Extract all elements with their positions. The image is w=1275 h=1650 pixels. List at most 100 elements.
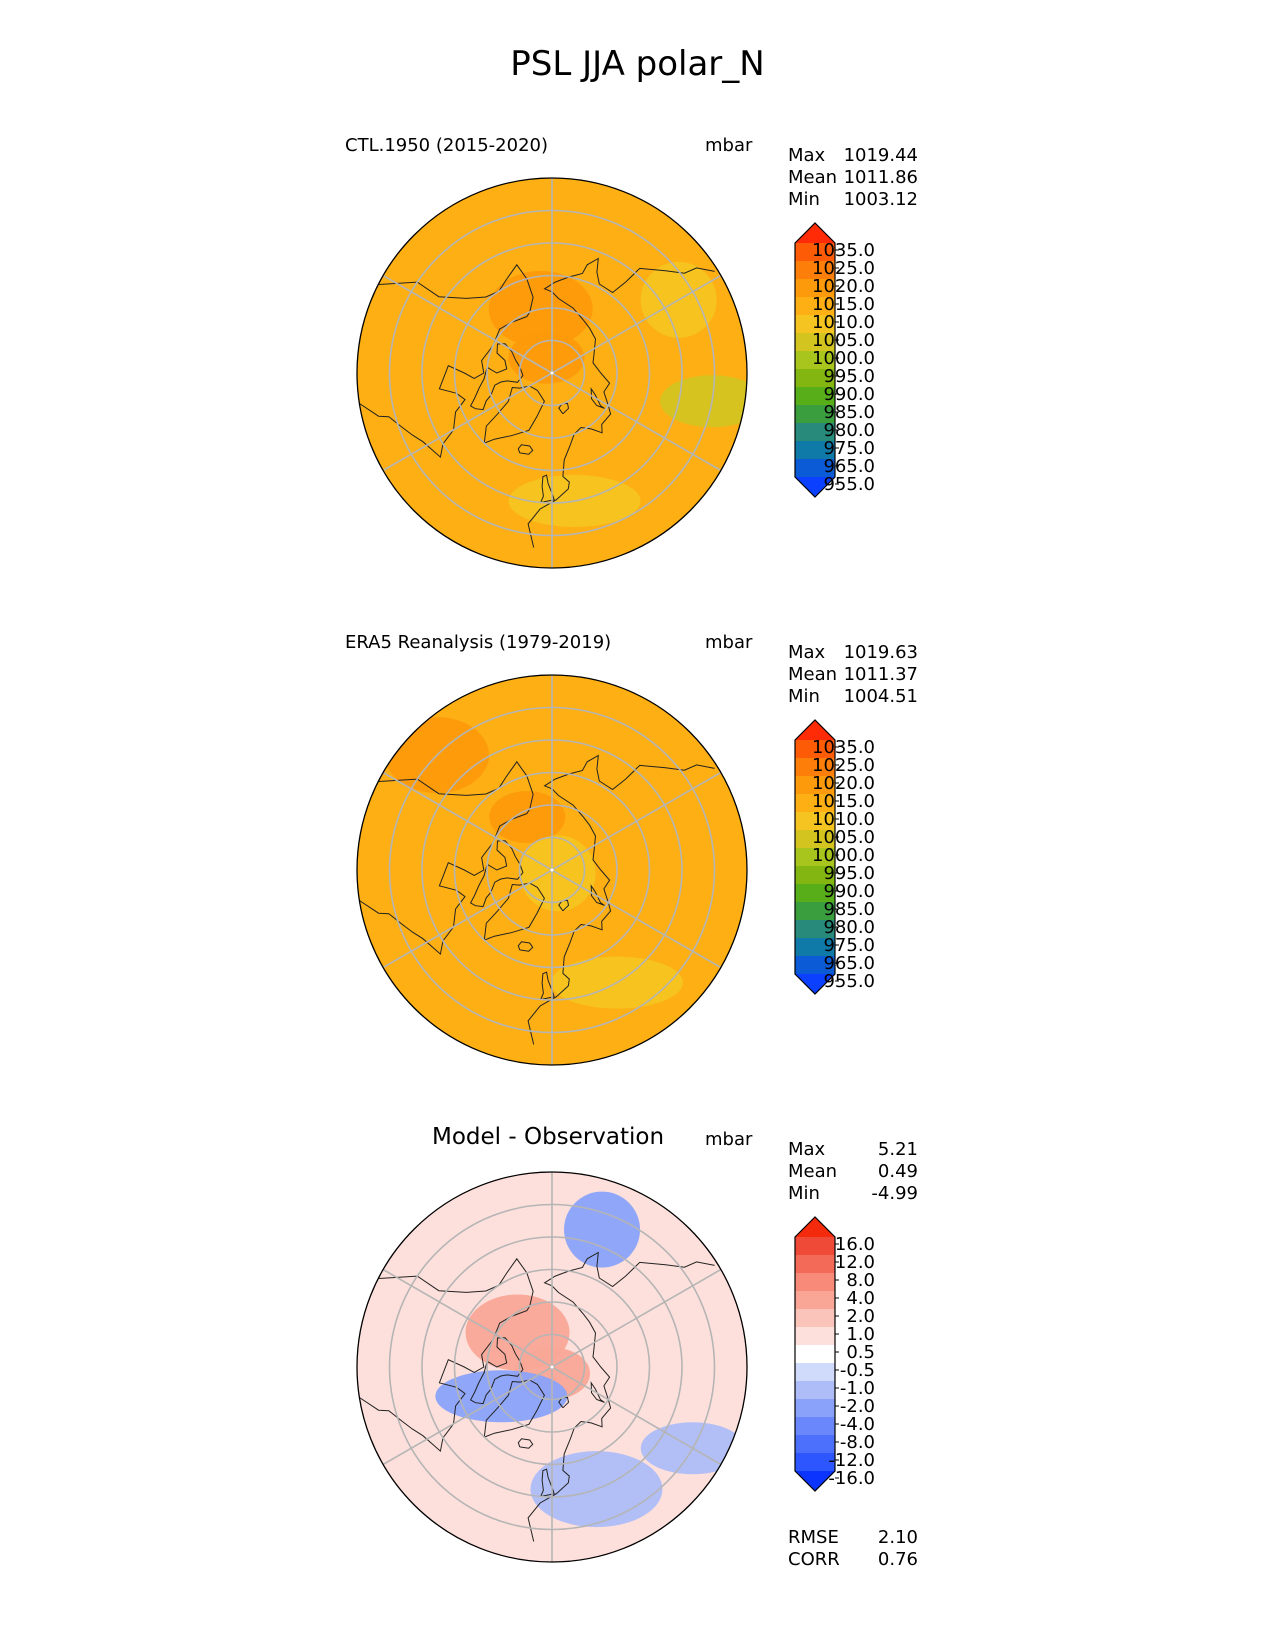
stat-value: 1019.63: [843, 642, 918, 663]
stat-name: Max: [788, 1139, 826, 1160]
colorbar-cell: [795, 740, 835, 758]
longitude-line: [551, 869, 747, 985]
colorbar-cell: [795, 1327, 835, 1345]
colorbar-extend-min: [795, 974, 835, 994]
colorbar-cell: [795, 1345, 835, 1363]
coastline: [517, 1438, 534, 1449]
colorbar-outline: [794, 1216, 836, 1492]
colorbar-cell: [795, 423, 835, 441]
colorbar-tick-label: 2.0: [846, 1306, 875, 1327]
stat-value: -4.99: [871, 1183, 918, 1204]
north-pole-marker: [550, 371, 554, 375]
colorbar-cell: [795, 1453, 835, 1471]
colorbar-tick-label: 1015.0: [812, 791, 875, 812]
coastline: [540, 971, 555, 1000]
coastline: [540, 1468, 555, 1497]
stat-value: 0.49: [877, 1161, 918, 1182]
colorbar-cell: [795, 848, 835, 866]
colorbar-tick-label: 980.0: [823, 420, 875, 441]
field-anomaly: [465, 1294, 570, 1371]
colorbar-tick-label: 12.0: [835, 1252, 875, 1273]
field-anomaly: [489, 790, 566, 843]
colorbar-cell: [795, 938, 835, 956]
colorbar-cell: [795, 812, 835, 830]
colorbar-tick-label: 990.0: [823, 881, 875, 902]
colorbar-tick-label: 1.0: [846, 1324, 875, 1345]
stat-value: 1003.12: [843, 189, 918, 210]
colorbar-extend-min: [795, 1471, 835, 1491]
stat-name: Min: [788, 189, 820, 210]
colorbar-tick-label: 975.0: [823, 438, 875, 459]
colorbar-outline: [794, 222, 836, 498]
colorbar-cell: [795, 794, 835, 812]
colorbar-tick-label: 1005.0: [812, 827, 875, 848]
colorbar-tick-label: -1.0: [840, 1378, 875, 1399]
polar-map: [356, 1171, 748, 1563]
coastline: [517, 941, 534, 952]
stat-value: 1019.44: [843, 145, 918, 166]
longitude-line: [551, 1366, 747, 1482]
longitude-line: [357, 1252, 553, 1368]
colorbar-tick-label: 1010.0: [812, 312, 875, 333]
longitude-line: [357, 372, 553, 488]
colorbar-cell: [795, 884, 835, 902]
colorbar-tick-label: 1000.0: [812, 845, 875, 866]
panel-ctl: CTL.1950 (2015-2020) mbar Max 1019.44 Mea…: [0, 128, 1275, 618]
colorbar-outline: [794, 719, 836, 995]
stat-name: Max: [788, 145, 826, 166]
colorbar-cell: [795, 1399, 835, 1417]
colorbar-cell: [795, 351, 835, 369]
colorbar-cell: [795, 830, 835, 848]
longitude-line: [551, 755, 747, 871]
polar-map: [356, 674, 748, 1066]
colorbar-tick-label: 985.0: [823, 402, 875, 423]
units-label: mbar: [705, 632, 753, 653]
coastline: [527, 257, 715, 548]
map-border: [356, 1171, 748, 1563]
longitude-line: [357, 755, 553, 871]
colorbar: 16.012.08.04.02.01.00.5-0.5-1.0-2.0-4.0-…: [794, 1216, 875, 1492]
stat-name: Min: [788, 686, 820, 707]
colorbar-tick-label: 1025.0: [812, 755, 875, 776]
coastline: [590, 1381, 605, 1403]
units-label: mbar: [705, 135, 753, 156]
longitude-line: [357, 1366, 553, 1482]
map-border: [356, 674, 748, 1066]
stats-block: Max 1019.63 Mean 1011.37 Min 1004.51: [788, 642, 918, 708]
north-pole-marker: [550, 868, 554, 872]
panel-label: CTL.1950 (2015-2020): [345, 135, 549, 156]
colorbar-extend-min: [795, 477, 835, 497]
coastline: [540, 474, 555, 503]
colorbar-tick-label: 965.0: [823, 953, 875, 974]
colorbar-cell: [795, 1363, 835, 1381]
colorbar-tick-label: 1025.0: [812, 258, 875, 279]
colorbar-tick-label: 965.0: [823, 456, 875, 477]
colorbar-tick-label: 1005.0: [812, 330, 875, 351]
colorbar-tick-label: 1015.0: [812, 294, 875, 315]
longitude-line: [551, 258, 747, 374]
panel-label: Model - Observation: [432, 1124, 665, 1150]
colorbar-extend-max: [795, 223, 835, 243]
colorbar: 1035.01025.01020.01015.01010.01005.01000…: [794, 222, 875, 498]
colorbar-cell: [795, 1291, 835, 1309]
colorbar-tick-label: -4.0: [840, 1414, 875, 1435]
longitude-line: [551, 372, 747, 488]
stat-value: 5.21: [877, 1139, 918, 1160]
stat-value: 1004.51: [843, 686, 918, 707]
colorbar-tick-label: 955.0: [823, 474, 875, 495]
colorbar-cell: [795, 261, 835, 279]
stat-value: 0.76: [877, 1549, 918, 1570]
colorbar-tick-label: 1035.0: [812, 737, 875, 758]
stat-value: 1011.37: [843, 664, 918, 685]
coastline: [527, 1251, 715, 1542]
stat-value: 1011.86: [843, 167, 918, 188]
colorbar-cell: [795, 1255, 835, 1273]
colorbar-tick-label: 995.0: [823, 863, 875, 884]
colorbar-tick-label: 16.0: [835, 1234, 875, 1255]
stat-name: CORR: [788, 1549, 840, 1570]
colorbar-tick-label: 4.0: [846, 1288, 875, 1309]
colorbar-cell: [795, 758, 835, 776]
colorbar-tick-label: 1035.0: [812, 240, 875, 261]
colorbar-cell: [795, 920, 835, 938]
colorbar-cell: [795, 956, 835, 974]
